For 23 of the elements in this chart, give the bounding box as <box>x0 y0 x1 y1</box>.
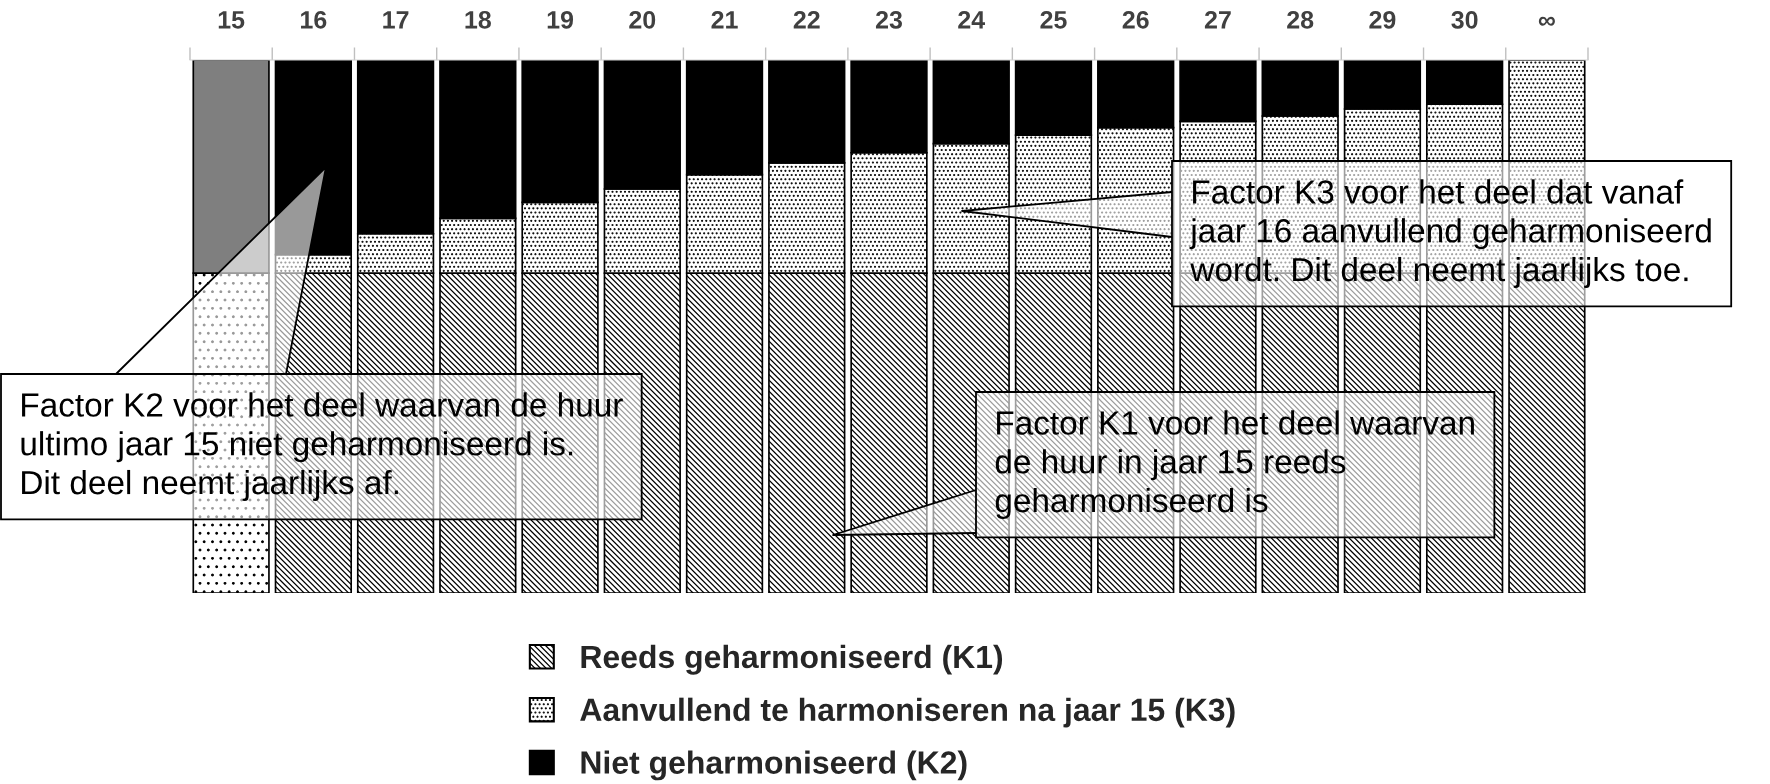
annotation: Factor K3 voor het deel dat vanaf jaar 16 aanvullend geharmoniseerd wordt. Dit deel neemt jaarlijks toe. <box>1189 179 1711 289</box>
x-tick-label: 28 <box>1287 10 1314 29</box>
x-tick-label: ∞ <box>1538 16 1555 26</box>
x-tick-label: 20 <box>629 10 656 29</box>
x-tick-label: 19 <box>547 10 574 29</box>
annotation: Factor K2 voor het deel waarvan de huur ultimo jaar 15 niet geharmoniseerd is. Dit deel neemt jaarlijks af. <box>21 392 623 502</box>
annotation: Factor K1 voor het deel waarvan de huur in jaar 15 reeds geharmoniseerd is <box>995 410 1474 520</box>
x-tick-label: 23 <box>875 10 902 29</box>
x-tick-label: 18 <box>465 10 491 29</box>
x-tick-label: 15 <box>218 11 245 29</box>
x-tick-label: 24 <box>958 10 986 29</box>
x-tick-label: 17 <box>383 11 409 29</box>
x-tick-label: 27 <box>1204 10 1231 29</box>
x-tick-label: 30 <box>1451 10 1478 29</box>
legend-label: Reeds geharmoniseerd (K1) <box>581 644 1003 675</box>
x-tick-label: 25 <box>1040 10 1067 29</box>
x-tick-label: 21 <box>711 10 738 29</box>
x-tick-label: 16 <box>301 10 327 29</box>
x-tick-label: 22 <box>793 10 820 29</box>
legend-label: Niet geharmoniseerd (K2) <box>581 750 967 781</box>
x-tick-label: 29 <box>1369 10 1396 29</box>
x-tick-label: 26 <box>1122 10 1149 29</box>
legend-label: Aanvullend te harmoniseren na jaar 15 (K3) <box>580 697 1235 728</box>
